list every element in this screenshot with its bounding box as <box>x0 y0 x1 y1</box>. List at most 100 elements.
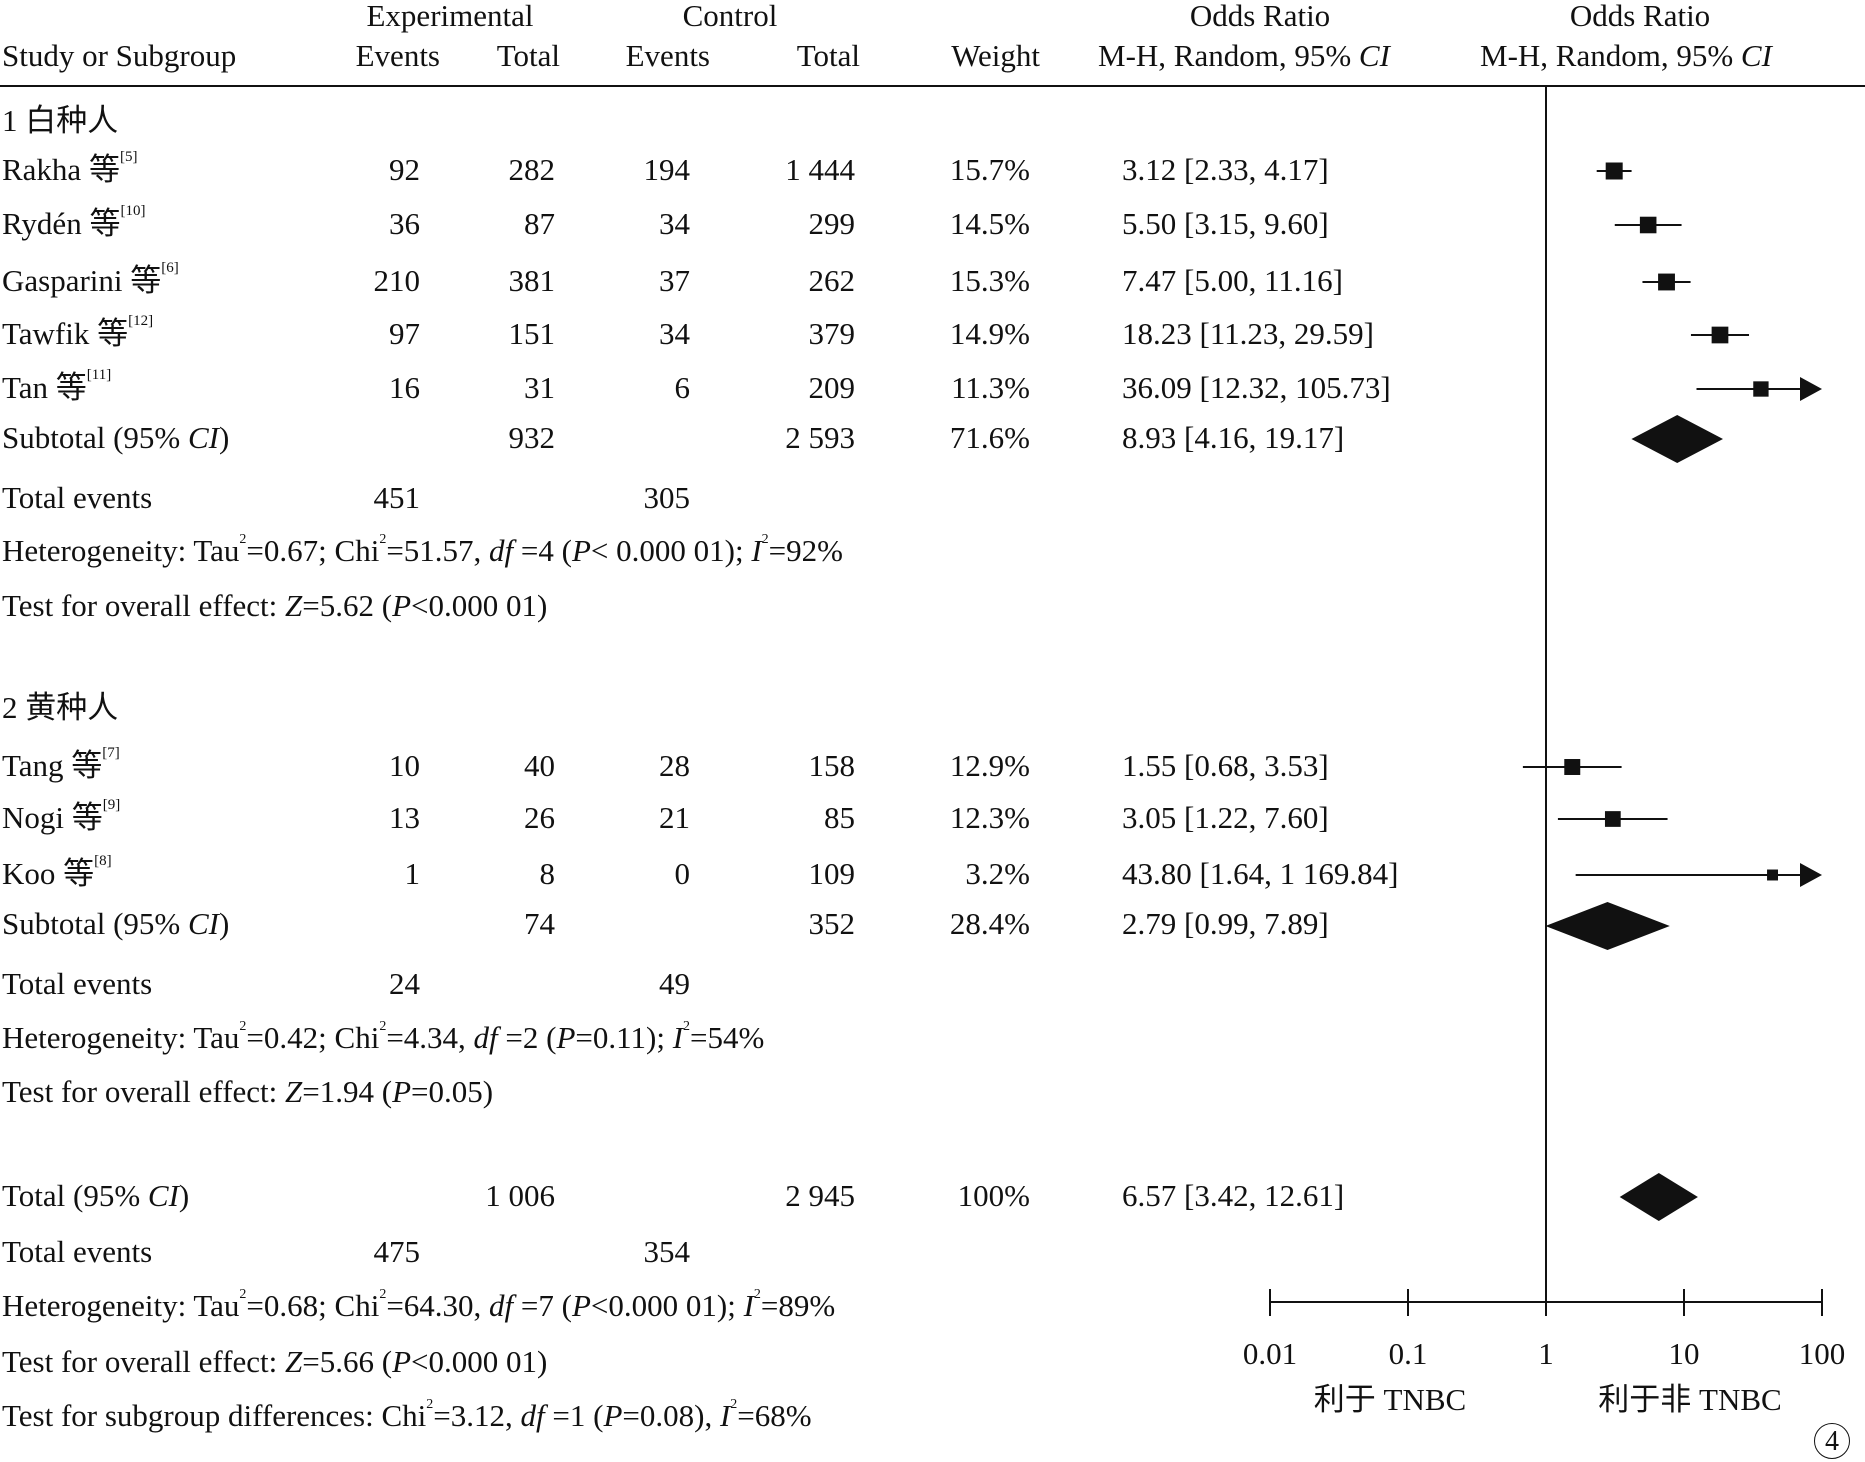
exp-total: 282 <box>508 152 556 187</box>
study-name: Nogi 等[9] <box>2 797 121 835</box>
overall-ctl-total: 2 945 <box>785 1178 855 1213</box>
overall-total-label: Total (95% CI) <box>2 1178 190 1213</box>
weight: 14.9% <box>949 316 1030 351</box>
ctl-events: 34 <box>659 206 690 241</box>
subtotal-or-text: 2.79 [0.99, 7.89] <box>1122 906 1329 941</box>
axis-tick-label: 0.01 <box>1242 1336 1298 1371</box>
axis-tick-label: 100 <box>1798 1336 1846 1371</box>
ctl-events: 194 <box>643 152 691 187</box>
exp-total: 87 <box>524 206 555 241</box>
weight: 15.3% <box>949 263 1030 298</box>
study-name: Rydén 等[10] <box>2 203 146 241</box>
study-name: Tang 等[7] <box>2 745 120 783</box>
study-point-estimate <box>1711 326 1729 344</box>
or-ci-text: 1.55 [0.68, 3.53] <box>1122 748 1329 783</box>
total-events-exp: 475 <box>373 1234 421 1269</box>
overall-exp-total: 1 006 <box>485 1178 555 1213</box>
overall-or-text: 6.57 [3.42, 12.61] <box>1122 1178 1345 1213</box>
subtotal-or-text: 8.93 [4.16, 19.17] <box>1122 420 1345 455</box>
axis-tick-label: 0.1 <box>1388 1336 1428 1371</box>
header-exp-events: Events <box>355 38 440 73</box>
exp-total: 26 <box>524 800 555 835</box>
header-odds-ratio-left: Odds Ratio <box>1189 0 1331 33</box>
subtotal-weight: 71.6% <box>949 420 1030 455</box>
study-point-estimate <box>1658 273 1675 291</box>
overall-effect-text: Test for overall effect: Z=1.94 (P=0.05) <box>2 1074 494 1109</box>
subgroup-1-title: 1 白种人 <box>2 103 119 138</box>
or-ci-text: 7.47 [5.00, 11.16] <box>1122 263 1343 298</box>
exp-events: 16 <box>389 370 420 405</box>
exp-events: 10 <box>389 748 420 783</box>
study-name: Koo 等[8] <box>2 853 112 891</box>
heterogeneity-text: Heterogeneity: Tau2=0.42; Chi2=4.34, df … <box>2 1019 765 1055</box>
total-events-ctl: 49 <box>659 966 690 1001</box>
overall-effect-text: Test for overall effect: Z=5.66 (P<0.000… <box>2 1344 548 1379</box>
or-ci-text: 3.12 [2.33, 4.17] <box>1122 152 1329 187</box>
study-point-estimate <box>1767 869 1779 881</box>
total-events-label: Total events <box>2 480 153 515</box>
weight: 14.5% <box>949 206 1030 241</box>
heterogeneity-text: Heterogeneity: Tau2=0.68; Chi2=64.30, df… <box>2 1287 836 1323</box>
axis-tick-label: 1 <box>1538 1336 1554 1371</box>
weight: 15.7% <box>949 152 1030 187</box>
weight: 11.3% <box>951 370 1030 405</box>
subtotal-label: Subtotal (95% CI) <box>2 420 230 455</box>
weight: 12.3% <box>949 800 1030 835</box>
figure-number-badge: 4 <box>1814 1423 1850 1459</box>
exp-total: 8 <box>539 856 556 891</box>
header-ctl-events: Events <box>625 38 710 73</box>
overall-weight: 100% <box>957 1178 1030 1213</box>
header-study: Study or Subgroup <box>2 38 237 73</box>
study-name: Rakha 等[5] <box>2 149 138 187</box>
exp-total: 151 <box>508 316 556 351</box>
weight: 12.9% <box>949 748 1030 783</box>
ci-overflow-arrow <box>1800 377 1822 401</box>
ctl-total: 1 444 <box>785 152 855 187</box>
header-group-experimental: Experimental <box>366 0 534 33</box>
exp-events: 92 <box>389 152 420 187</box>
ci-overflow-arrow <box>1800 863 1822 887</box>
ctl-total: 158 <box>808 748 856 783</box>
ctl-total: 109 <box>808 856 856 891</box>
subgroup-differences-text: Test for subgroup differences: Chi2=3.12… <box>2 1397 812 1433</box>
subtotal-label: Subtotal (95% CI) <box>2 906 230 941</box>
study-name: Gasparini 等[6] <box>2 260 179 298</box>
exp-events: 36 <box>389 206 420 241</box>
total-events-exp: 451 <box>373 480 421 515</box>
ctl-events: 6 <box>674 370 691 405</box>
subtotal-weight: 28.4% <box>949 906 1030 941</box>
subtotal-ctl-total: 2 593 <box>785 420 855 455</box>
header-ctl-total: Total <box>796 38 860 73</box>
header-exp-total: Total <box>496 38 560 73</box>
or-ci-text: 3.05 [1.22, 7.60] <box>1122 800 1329 835</box>
summary-diamond <box>1631 415 1724 463</box>
subgroup-2-title: 2 黄种人 <box>2 690 119 725</box>
study-point-estimate <box>1604 811 1621 827</box>
ctl-events: 0 <box>674 856 691 891</box>
header-odds-ratio-right: Odds Ratio <box>1569 0 1711 33</box>
subtotal-exp-total: 74 <box>524 906 555 941</box>
header-method-left: M-H, Random, 95% CI <box>1098 38 1390 73</box>
or-ci-text: 36.09 [12.32, 105.73] <box>1122 370 1391 405</box>
ctl-events: 28 <box>659 748 690 783</box>
subtotal-ctl-total: 352 <box>808 906 856 941</box>
exp-total: 40 <box>524 748 555 783</box>
ctl-total: 299 <box>808 206 856 241</box>
exp-total: 381 <box>508 263 556 298</box>
or-ci-text: 43.80 [1.64, 1 169.84] <box>1122 856 1399 891</box>
exp-total: 31 <box>524 370 555 405</box>
study-point-estimate <box>1564 759 1581 775</box>
exp-events: 1 <box>404 856 421 891</box>
heterogeneity-text: Heterogeneity: Tau2=0.67; Chi2=51.57, df… <box>2 532 843 568</box>
weight: 3.2% <box>965 856 1030 891</box>
total-events-ctl: 305 <box>643 480 691 515</box>
total-events-exp: 24 <box>389 966 420 1001</box>
study-name: Tawfik 等[12] <box>2 313 154 351</box>
header-weight: Weight <box>951 38 1040 73</box>
study-point-estimate <box>1753 381 1769 397</box>
axis-tick-label: 10 <box>1668 1336 1700 1371</box>
or-ci-text: 18.23 [11.23, 29.59] <box>1122 316 1374 351</box>
study-point-estimate <box>1639 216 1657 234</box>
